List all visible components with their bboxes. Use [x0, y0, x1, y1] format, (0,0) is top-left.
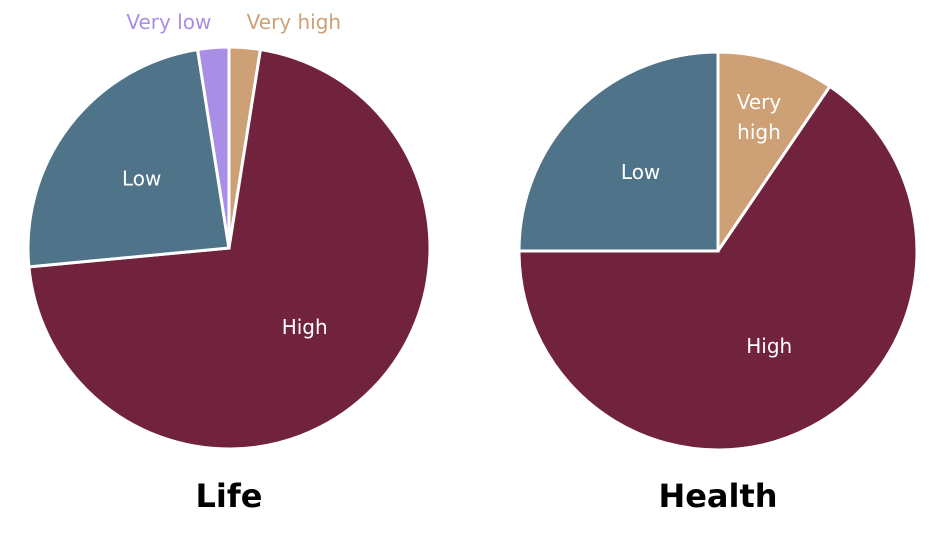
slice-label: High — [282, 315, 328, 339]
chart-title: Health — [658, 477, 777, 515]
pie-slice — [26, 47, 231, 269]
slice-label: Very high — [247, 10, 341, 34]
slice-label: High — [746, 334, 792, 358]
slice-label: Low — [621, 160, 660, 184]
chart-title: Life — [196, 477, 263, 515]
pie-slice — [517, 50, 720, 253]
slice-label: Very high — [737, 89, 782, 143]
slice-label: Very low — [126, 10, 211, 34]
slice-label: Low — [122, 167, 161, 191]
pie-slice — [195, 45, 231, 249]
pie-slice — [517, 84, 919, 452]
pie-slice — [716, 50, 832, 256]
